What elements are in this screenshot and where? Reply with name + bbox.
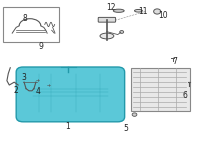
Ellipse shape [135,9,142,12]
Text: 8: 8 [23,14,27,23]
FancyBboxPatch shape [98,17,116,22]
Text: 10: 10 [158,11,168,20]
Circle shape [120,31,124,33]
Ellipse shape [113,9,124,12]
Text: 3: 3 [22,73,27,82]
Text: 2: 2 [14,86,19,95]
Text: 7: 7 [173,57,177,66]
Text: 1: 1 [65,122,70,131]
FancyBboxPatch shape [3,7,59,42]
FancyBboxPatch shape [16,67,125,122]
Text: 5: 5 [123,124,128,133]
Text: 4: 4 [35,87,40,96]
Text: 11: 11 [139,7,148,16]
Text: 12: 12 [106,3,116,12]
FancyBboxPatch shape [131,68,190,111]
Ellipse shape [100,33,114,39]
Text: 9: 9 [38,42,43,51]
Circle shape [46,83,51,87]
Circle shape [132,113,137,116]
Circle shape [154,9,161,14]
Circle shape [36,78,40,82]
Text: 6: 6 [182,91,187,100]
